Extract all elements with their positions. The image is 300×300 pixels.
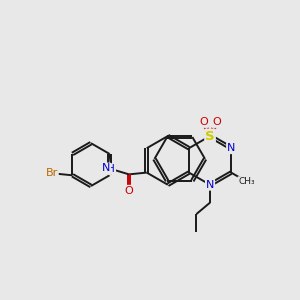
Text: N: N — [206, 180, 214, 190]
Text: CH₃: CH₃ — [238, 177, 255, 186]
Text: O: O — [124, 186, 134, 196]
Text: O: O — [212, 117, 221, 127]
Text: S: S — [205, 130, 215, 142]
Text: O: O — [199, 117, 208, 127]
Text: Br: Br — [46, 168, 58, 178]
Text: N: N — [102, 164, 110, 173]
Text: N: N — [227, 143, 235, 153]
Text: H: H — [107, 164, 115, 174]
